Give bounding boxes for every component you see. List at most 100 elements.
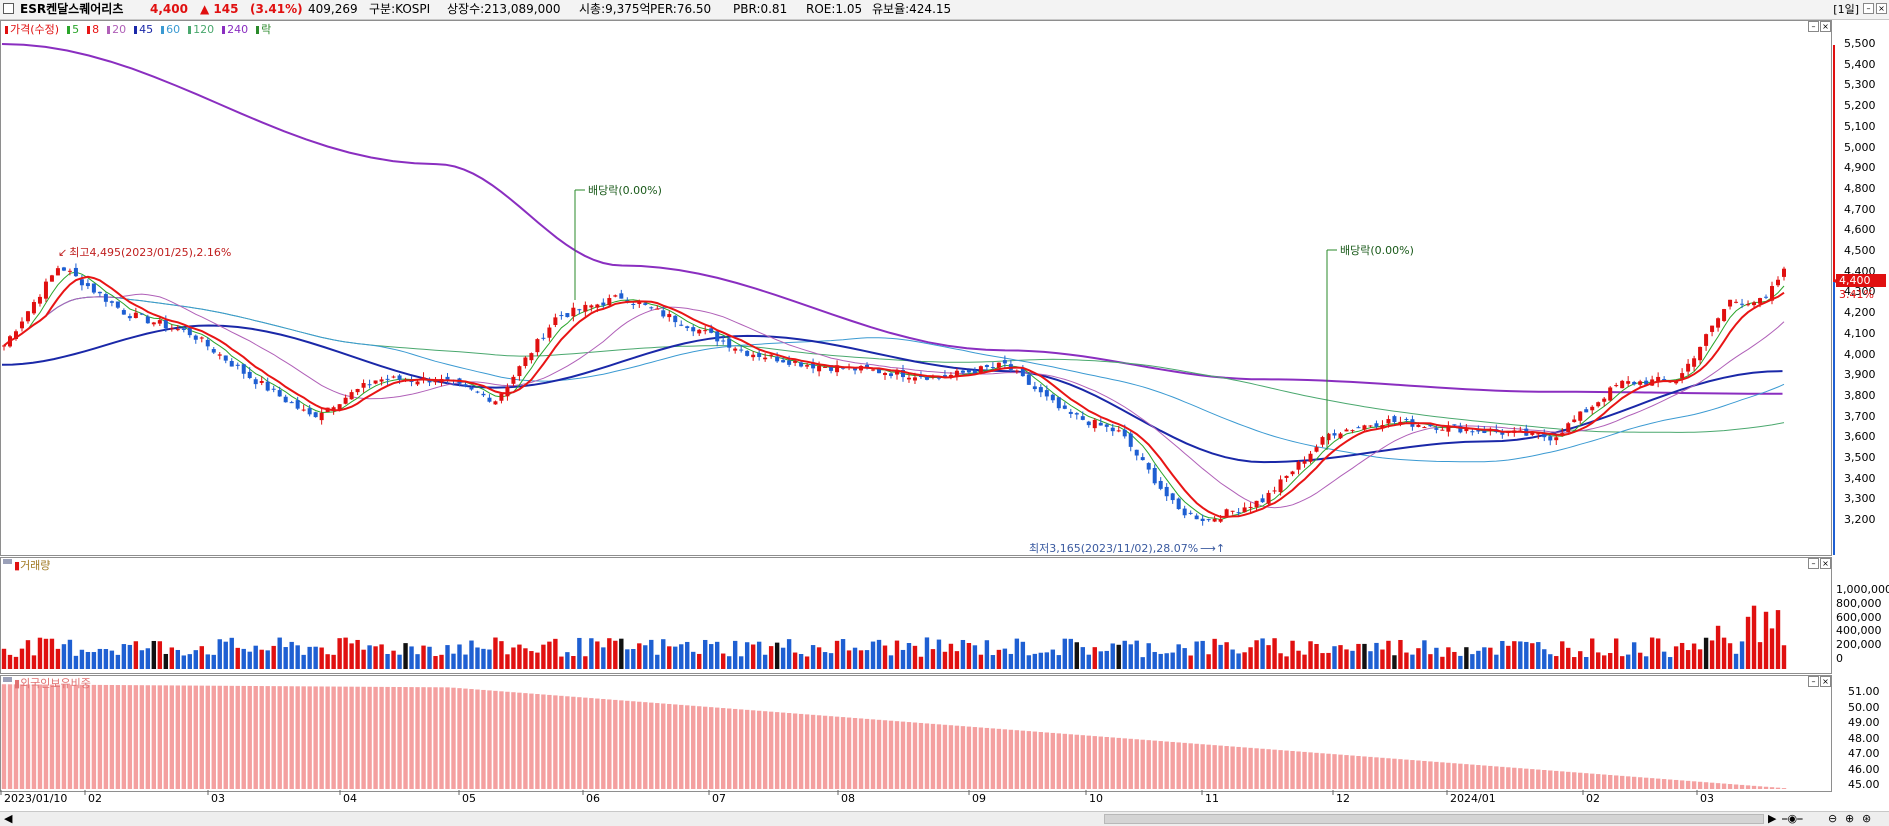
foreign-ratio-bar — [373, 686, 378, 789]
volume-bar — [996, 649, 1002, 669]
candle-body — [1746, 304, 1751, 306]
price-tick: 3,500 — [1844, 451, 1876, 464]
ma45-line — [1, 324, 1783, 464]
volume-bar — [1745, 616, 1751, 669]
horizontal-scrollbar[interactable]: ◀ ▶ ⎯◉⎯ ⊖ ⊕ ⊛ — [0, 811, 1889, 826]
candle-body — [1206, 519, 1211, 521]
foreign-ratio-bar — [1649, 778, 1655, 789]
candle-body — [205, 339, 210, 347]
legend-item-4[interactable]: 45 — [134, 23, 157, 36]
foreign-ratio-bar — [331, 686, 336, 789]
zoom-reset-icon[interactable]: ⊛ — [1862, 812, 1872, 825]
legend-item-7[interactable]: 240 — [222, 23, 252, 36]
zoom-out-icon[interactable]: ⊖ — [1828, 812, 1838, 825]
volume-bar — [1446, 647, 1451, 669]
candle-body — [169, 328, 174, 330]
zoom-slider-icon[interactable]: ⎯◉⎯ — [1782, 812, 1803, 825]
price-panel-close-icon[interactable]: × — [1820, 21, 1831, 32]
foreign-ratio-bar — [954, 725, 960, 789]
volume-bar — [301, 654, 306, 669]
volume-bar — [1164, 653, 1169, 669]
market-type: 구분:KOSPI — [369, 2, 431, 16]
date-tick: 04 — [343, 792, 357, 805]
price-tick: 5,200 — [1844, 99, 1876, 113]
candle-body — [1530, 431, 1535, 435]
foreign-panel-minimize-icon[interactable]: – — [1808, 676, 1819, 687]
legend-item-0[interactable]: 가격(수정) — [5, 23, 63, 36]
volume-bar — [852, 647, 858, 669]
foreign-ratio-bar — [1, 684, 7, 789]
legend-item-3[interactable]: 20 — [107, 23, 130, 36]
stock-name[interactable]: ESR켄달스퀘어리츠 — [20, 2, 124, 16]
volume-bar — [1350, 650, 1355, 669]
legend-item-5[interactable]: 60 — [161, 23, 184, 36]
foreign-ratio-bar — [163, 685, 169, 789]
candle-body — [247, 371, 252, 378]
candle-body — [49, 275, 54, 282]
minimize-icon[interactable]: – — [1863, 3, 1874, 14]
volume-bar — [433, 656, 438, 669]
legend-item-8[interactable]: 락 — [256, 23, 275, 36]
legend-label-2: 8 — [92, 23, 100, 36]
period-selector[interactable]: [1일] — [1833, 3, 1859, 16]
volume-bar — [1661, 651, 1667, 669]
volume-bar — [451, 653, 456, 669]
candle-body — [787, 360, 792, 365]
foreign-ratio-bar — [367, 686, 372, 789]
candle-body — [1698, 346, 1703, 361]
scrollbar-thumb[interactable] — [1104, 814, 1764, 824]
volume-panel-minimize-icon[interactable]: – — [1808, 558, 1819, 569]
candle-body — [517, 366, 522, 377]
volume-bar — [1518, 641, 1523, 669]
legend-item-1[interactable]: 5 — [67, 23, 83, 36]
candle-body — [301, 409, 306, 411]
foreign-ratio-bar — [1014, 730, 1020, 789]
foreign-ratio-bar — [1194, 743, 1199, 789]
zoom-in-icon[interactable]: ⊕ — [1845, 812, 1855, 825]
legend-item-6[interactable]: 120 — [188, 23, 218, 36]
foreign-ratio-bar — [960, 726, 966, 789]
volume-bar — [19, 648, 25, 669]
foreign-ratio-bar — [1140, 739, 1145, 789]
legend-item-2[interactable]: 8 — [87, 23, 103, 36]
panel-toggle-icon-2[interactable] — [3, 677, 12, 682]
foreign-ratio-bar — [181, 685, 186, 789]
volume-bar — [1781, 645, 1787, 669]
foreign-panel-close-icon[interactable]: × — [1820, 676, 1831, 687]
foreign-ratio-bar — [1751, 785, 1757, 789]
legend-label-4: 45 — [139, 23, 154, 36]
candle-body — [1164, 486, 1169, 497]
price-panel-minimize-icon[interactable]: – — [1808, 21, 1819, 32]
volume-bar — [1560, 641, 1565, 669]
foreign-tick: 51.00 — [1848, 685, 1880, 698]
candle-body — [1128, 433, 1133, 447]
foreign-ratio-bar — [505, 691, 510, 789]
volume-bar — [109, 650, 115, 669]
candle-body — [121, 310, 126, 315]
foreign-ratio-bar — [1500, 766, 1505, 789]
scroll-left-icon[interactable]: ◀ — [4, 812, 13, 825]
foreign-ratio-bar — [864, 718, 870, 789]
volume-panel-close-icon[interactable]: × — [1820, 558, 1831, 569]
volume-bar — [1002, 648, 1008, 669]
candle-body — [1608, 387, 1613, 401]
volume-bar — [840, 639, 846, 669]
foreign-ratio-bar — [1560, 771, 1565, 789]
scroll-right-icon[interactable]: ▶ — [1768, 812, 1777, 825]
price-tick: 4,700 — [1844, 202, 1876, 216]
checkbox-icon[interactable] — [3, 3, 14, 14]
foreign-ratio-bar — [1230, 746, 1235, 789]
volume-bar — [133, 641, 139, 669]
volume-bar — [1739, 641, 1745, 669]
close-icon[interactable]: × — [1876, 3, 1887, 14]
volume-bar — [1044, 652, 1050, 669]
foreign-ratio-bar — [1655, 778, 1661, 789]
candle-body — [865, 364, 870, 369]
volume-bar — [1631, 642, 1637, 669]
foreign-ratio-bar — [1482, 765, 1487, 789]
dividend-label-2: 배당락(0.00%) — [1340, 244, 1414, 257]
volume-bar — [1524, 641, 1529, 669]
panel-toggle-icon[interactable] — [3, 559, 12, 564]
foreign-ratio-bar — [936, 724, 942, 789]
foreign-ratio-bar — [1392, 758, 1397, 789]
